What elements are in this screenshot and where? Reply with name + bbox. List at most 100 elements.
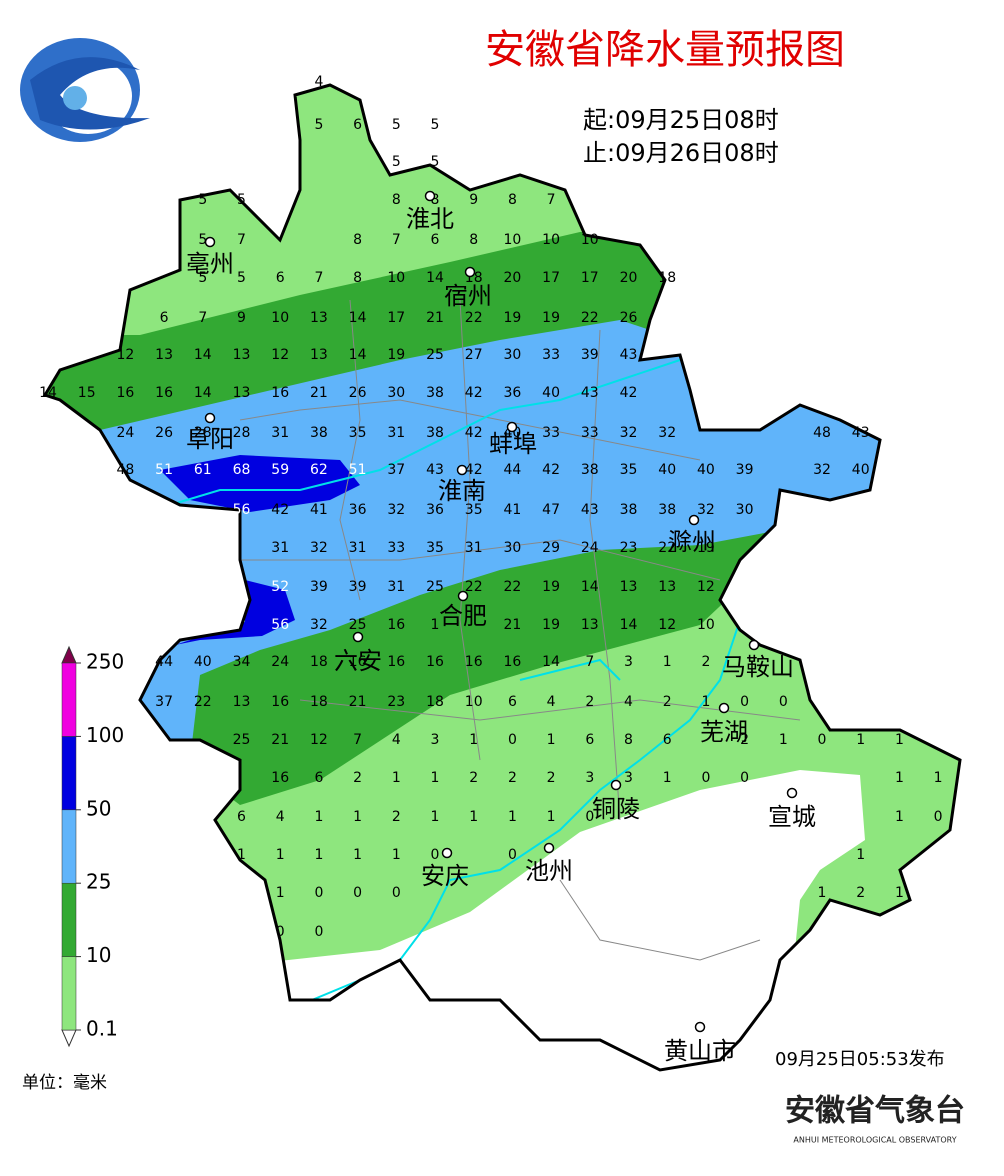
station-value: 2 — [701, 654, 710, 670]
station-value: 17 — [387, 310, 405, 326]
station-value: 5 — [314, 117, 323, 133]
station-value: 14 — [581, 579, 599, 595]
station-value: 39 — [581, 347, 599, 363]
station-value: 34 — [233, 654, 251, 670]
station-value: 42 — [271, 502, 289, 518]
station-value: 10 — [542, 232, 560, 248]
station-value: 8 — [431, 192, 440, 208]
start-time: 起:09月25日08时 — [583, 106, 779, 134]
station-value: 1 — [431, 809, 440, 825]
county-borders — [239, 299, 801, 961]
station-value: 10 — [581, 232, 599, 248]
station-value: 22 — [465, 310, 483, 326]
station-value: 21 — [310, 385, 328, 401]
station-value: 1 — [353, 809, 362, 825]
station-value: 10 — [465, 694, 483, 710]
legend-tick-label: 100 — [86, 723, 124, 747]
station-value: 22 — [465, 579, 483, 595]
legend-swatch — [61, 736, 77, 811]
station-value: 1 — [895, 770, 904, 786]
title: 安徽省降水量预报图 — [485, 27, 845, 73]
station-value: 44 — [503, 462, 521, 478]
station-value: 9 — [237, 310, 246, 326]
city-dot — [456, 464, 468, 476]
city-dot — [694, 1021, 706, 1033]
station-value: 17 — [542, 270, 560, 286]
station-value: 18 — [310, 654, 328, 670]
station-value: 48 — [116, 462, 134, 478]
station-value: 6 — [237, 809, 246, 825]
station-value: 14 — [542, 654, 560, 670]
station-value: 33 — [581, 425, 599, 441]
station-value: 16 — [271, 694, 289, 710]
station-value: 0 — [585, 809, 594, 825]
city-dot — [610, 779, 622, 791]
station-value: 0 — [314, 885, 323, 901]
station-value: 14 — [349, 310, 367, 326]
station-value: 39 — [349, 579, 367, 595]
station-value: 24 — [581, 540, 599, 556]
station-value: 5 — [392, 154, 401, 170]
station-value: 7 — [585, 654, 594, 670]
station-value: 33 — [542, 425, 560, 441]
station-value: 5 — [198, 192, 207, 208]
station-value: 1 — [392, 770, 401, 786]
station-value: 16 — [271, 385, 289, 401]
station-value: 1 — [547, 732, 556, 748]
station-value: 13 — [581, 617, 599, 633]
station-value: 29 — [542, 540, 560, 556]
station-value: 62 — [310, 462, 328, 478]
station-value: 16 — [349, 654, 367, 670]
station-value: 40 — [194, 654, 212, 670]
legend-tick-label: 10 — [86, 943, 111, 967]
end-time: 止:09月26日08时 — [583, 139, 779, 167]
station-value: 21 — [426, 310, 444, 326]
station-value: 14 — [39, 385, 57, 401]
station-value: 25 — [426, 579, 444, 595]
city-name: 六安 — [334, 647, 382, 675]
station-value: 1 — [779, 732, 788, 748]
station-value: 2 — [392, 809, 401, 825]
station-value: 28 — [194, 425, 212, 441]
station-value: 37 — [387, 462, 405, 478]
station-value: 31 — [465, 540, 483, 556]
station-value: 1 — [314, 809, 323, 825]
station-value: 25 — [349, 617, 367, 633]
station-value: 13 — [233, 694, 251, 710]
station-value: 10 — [387, 270, 405, 286]
station-value: 43 — [620, 347, 638, 363]
city-dot — [718, 702, 730, 714]
station-value: 43 — [581, 502, 599, 518]
station-value: 19 — [697, 540, 715, 556]
station-value: 32 — [658, 425, 676, 441]
station-value: 19 — [542, 310, 560, 326]
station-value: 7 — [237, 232, 246, 248]
station-value: 30 — [387, 385, 405, 401]
station-value: 19 — [387, 347, 405, 363]
station-value: 6 — [663, 732, 672, 748]
station-value: 41 — [503, 502, 521, 518]
station-value: 47 — [542, 502, 560, 518]
station-value: 12 — [310, 732, 328, 748]
station-value: 38 — [310, 425, 328, 441]
station-value: 16 — [116, 385, 134, 401]
station-value: 19 — [503, 310, 521, 326]
station-value: 28 — [233, 425, 251, 441]
station-value: 42 — [542, 462, 560, 478]
station-value: 1 — [895, 732, 904, 748]
station-value: 7 — [392, 232, 401, 248]
station-value: 38 — [620, 502, 638, 518]
station-value: 17 — [581, 270, 599, 286]
station-value: 0 — [314, 924, 323, 940]
station-value: 2 — [663, 694, 672, 710]
station-value: 12 — [658, 617, 676, 633]
agency: 安徽省气象台 — [785, 1094, 965, 1129]
station-value: 0 — [740, 694, 749, 710]
station-value: 56 — [271, 617, 289, 633]
station-value: 68 — [233, 462, 251, 478]
city-name: 蚌埠 — [489, 430, 537, 458]
station-value: 42 — [465, 462, 483, 478]
station-value: 35 — [465, 502, 483, 518]
station-value: 10 — [271, 310, 289, 326]
city-dot — [464, 266, 476, 278]
